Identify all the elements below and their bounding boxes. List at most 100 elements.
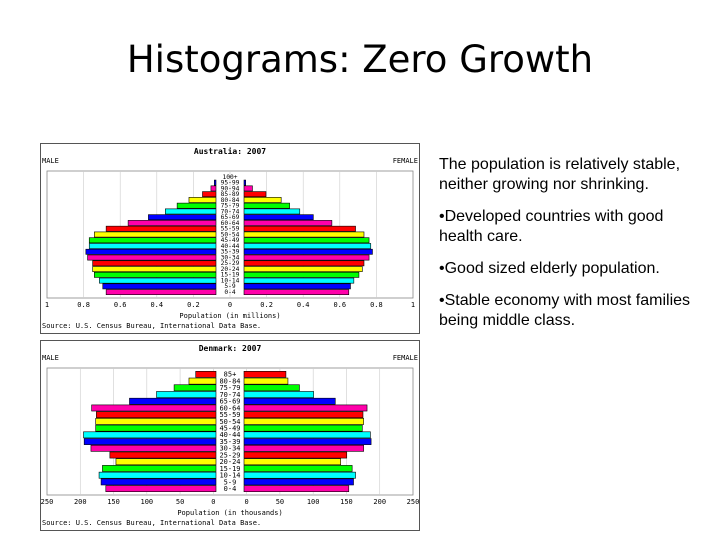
denmark-male-bar	[90, 444, 217, 452]
denmark-male-bar	[83, 438, 217, 445]
bullet-economy: •Stable economy with most families being…	[439, 292, 691, 329]
denmark-tick-label: 200	[373, 498, 386, 506]
denmark-tick-label: 100	[140, 498, 153, 506]
denmark-female-bar	[243, 397, 336, 405]
denmark-male-bar	[95, 424, 217, 432]
denmark-female-bar	[243, 431, 371, 439]
australia-male-bar	[85, 248, 217, 255]
denmark-age-label: 80-84	[219, 377, 240, 385]
australia-male-bar	[92, 266, 217, 272]
australia-male-bar	[214, 179, 217, 186]
australia-male-bar	[94, 271, 217, 278]
australia-left-label: MALE	[42, 157, 59, 165]
australia-female-bar	[243, 289, 350, 296]
denmark-female-bar	[243, 370, 287, 378]
denmark-tick-label: 50	[176, 498, 184, 506]
australia-male-bar	[165, 208, 217, 215]
denmark-pyramid-svg: Denmark: 2007 MALE FEMALE 250 200 150 100 50 0 0 5…	[41, 344, 419, 527]
denmark-male-bar	[102, 465, 217, 472]
denmark-pyramid-chart: Denmark: 2007 MALE FEMALE 250 200 150 100 50 0 0 5…	[40, 340, 420, 531]
australia-female-bar	[243, 179, 246, 186]
denmark-male-bar	[95, 418, 217, 425]
denmark-female-bar	[243, 377, 289, 385]
australia-male-bar	[105, 289, 217, 296]
australia-male-bar	[94, 231, 217, 238]
bullet-list: The population is relatively stable, nei…	[439, 155, 709, 343]
australia-age-label: 75-79	[221, 203, 240, 210]
denmark-chart-title: Denmark: 2007	[199, 344, 262, 353]
australia-chart-title: Australia: 2007	[194, 146, 266, 156]
australia-age-label: 20-24	[221, 266, 240, 273]
australia-female-bar	[243, 220, 333, 226]
denmark-age-label: 65-69	[219, 398, 240, 406]
australia-female-bar	[243, 266, 363, 272]
denmark-left-label: MALE	[42, 354, 59, 362]
denmark-female-bar	[243, 384, 300, 392]
australia-age-label: 0-4	[224, 289, 236, 296]
australia-male-bar	[92, 260, 217, 267]
denmark-tick-label: 250	[407, 498, 419, 506]
australia-male-bar	[105, 225, 217, 232]
denmark-male-bar	[96, 411, 217, 419]
australia-pyramid-svg: Australia: 2007 MALE FEMALE 1 0.8 0.6 0.4 0.2 0 0…	[42, 146, 418, 330]
denmark-male-bar	[129, 397, 217, 405]
australia-female-bar	[243, 254, 370, 261]
denmark-age-label: 35-39	[219, 438, 240, 446]
denmark-tick-label: 250	[41, 498, 53, 506]
denmark-female-bar	[243, 391, 314, 398]
denmark-age-label: 55-59	[219, 411, 240, 419]
australia-male-bar	[148, 214, 217, 221]
denmark-age-label: 75-79	[219, 384, 240, 392]
australia-female-bar	[243, 185, 253, 192]
australia-age-label: 100+	[222, 174, 237, 181]
australia-x-axis-label: Population (in millions)	[179, 312, 280, 320]
denmark-male-bar	[195, 370, 217, 378]
australia-male-bar	[88, 243, 217, 249]
denmark-age-label: 5-9	[224, 478, 237, 486]
denmark-tick-label: 0	[211, 498, 215, 506]
australia-male-bar	[210, 185, 217, 192]
denmark-tick-label: 0	[245, 498, 249, 506]
australia-age-label: 85-89	[221, 191, 240, 198]
australia-age-label: 30-34	[221, 254, 240, 261]
australia-male-bar	[188, 197, 217, 203]
slide-title: Histograms: Zero Growth	[126, 38, 594, 81]
denmark-tick-label: 100	[307, 498, 320, 506]
australia-female-bar	[243, 271, 360, 278]
denmark-male-bar	[109, 451, 217, 459]
denmark-female-bar	[243, 418, 364, 425]
australia-age-label: 45-49	[221, 237, 240, 244]
australia-age-label: 95-99	[221, 180, 240, 187]
denmark-tick-label: 150	[107, 498, 120, 506]
denmark-age-label: 60-64	[219, 404, 240, 412]
denmark-tick-label: 200	[74, 498, 87, 506]
denmark-plot-frame	[46, 367, 414, 496]
australia-age-label: 90-94	[221, 185, 240, 192]
denmark-tick-label: 150	[340, 498, 353, 506]
australia-tick-label: 0	[228, 301, 232, 309]
australia-female-bar	[243, 248, 373, 255]
denmark-male-bar	[83, 431, 217, 439]
denmark-age-label: 85+	[224, 371, 237, 379]
australia-tick-label: 1	[45, 301, 49, 309]
denmark-female-bar	[243, 485, 350, 492]
denmark-x-axis-label: Population (in thousands)	[177, 509, 282, 517]
denmark-age-label: 0-4	[224, 485, 237, 493]
australia-age-label: 50-54	[221, 231, 240, 238]
denmark-age-label: 25-29	[219, 451, 240, 459]
australia-female-bar	[243, 197, 282, 203]
denmark-male-bar	[156, 391, 217, 398]
australia-tick-label: 0.4	[297, 301, 310, 309]
denmark-age-label: 30-34	[219, 445, 240, 453]
australia-tick-label: 0.8	[77, 301, 90, 309]
denmark-male-bar	[188, 377, 217, 385]
australia-female-bar	[243, 260, 365, 267]
australia-female-bar	[243, 191, 267, 198]
australia-female-bar	[243, 214, 314, 221]
australia-source-note: Source: U.S. Census Bureau, Internationa…	[42, 322, 261, 330]
australia-male-bar	[202, 191, 217, 198]
australia-tick-label: 0.4	[150, 301, 163, 309]
australia-male-bar	[99, 277, 217, 284]
australia-age-label: 15-19	[221, 272, 240, 279]
denmark-source-note: Source: U.S. Census Bureau, Internationa…	[42, 519, 261, 527]
